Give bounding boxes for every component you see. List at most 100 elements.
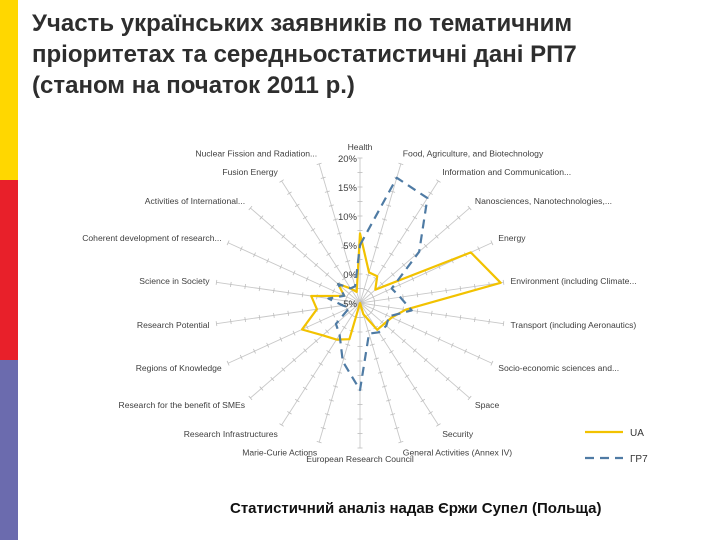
spoke-tick	[431, 290, 433, 296]
spoke-tick	[349, 274, 355, 277]
radial-tick-label: 15%	[338, 183, 358, 194]
spoke-tick	[330, 304, 333, 310]
spoke-tick	[337, 371, 343, 374]
category-label: Food, Agriculture, and Biotechnology	[403, 148, 544, 158]
spoke-tick	[401, 338, 406, 344]
category-label: Science in Society	[139, 276, 210, 286]
spoke-tick	[379, 281, 384, 287]
credit-text: Статистичний аналіз надав Єржи Супел (По…	[230, 500, 602, 517]
spoke-tick	[389, 350, 394, 354]
spoke-tick	[310, 228, 316, 232]
spoke-tick	[281, 234, 286, 239]
spoke-tick	[345, 260, 351, 263]
spoke-tick	[477, 354, 481, 360]
spoke-tick	[369, 343, 375, 346]
spoke-tick	[316, 162, 322, 165]
category-label: Nanosciences, Nanotechnologies,...	[475, 196, 612, 206]
spoke-tick	[456, 215, 461, 220]
spoke-tick	[445, 288, 447, 294]
spoke-tick	[248, 395, 253, 401]
spoke-tick	[287, 191, 292, 195]
spoke-tick	[377, 371, 383, 374]
spoke-tick	[502, 279, 505, 285]
spoke-tick	[365, 274, 371, 277]
spoke-tick	[294, 203, 300, 208]
spoke-tick	[305, 276, 309, 282]
legend-label: ГР7	[630, 454, 648, 465]
spoke-tick	[402, 294, 404, 300]
spoke-tick	[326, 350, 331, 354]
spoke-tick	[319, 318, 322, 324]
category-label: Activities of International...	[145, 196, 245, 206]
spoke-tick	[412, 348, 417, 353]
spoke-tick	[411, 324, 415, 330]
spoke-tick	[490, 360, 494, 366]
spoke-tick	[398, 441, 404, 444]
series-line-fp7	[327, 176, 429, 392]
spoke-tick	[314, 338, 319, 344]
spoke-tick	[287, 290, 289, 296]
stripe-red	[0, 180, 18, 360]
spoke-tick	[292, 357, 297, 363]
category-label: Space	[475, 400, 500, 410]
spoke-tick	[319, 282, 322, 288]
spoke-tick	[390, 190, 396, 193]
spoke-tick	[301, 308, 304, 314]
spoke-tick	[244, 283, 246, 290]
spoke-tick	[436, 423, 441, 427]
spoke-tick	[412, 386, 418, 391]
spoke-tick	[428, 411, 433, 415]
spoke-tick	[381, 337, 386, 342]
title-line-1: Участь українських заявників по тематичн…	[32, 10, 573, 37]
spoke-tick	[384, 312, 388, 318]
spoke-tick	[390, 413, 396, 416]
spoke-tick	[502, 321, 505, 327]
spoke-tick	[230, 281, 232, 287]
spoke-tick	[474, 316, 476, 323]
spoke-tick	[381, 218, 388, 221]
spoke-tick	[226, 240, 230, 246]
spoke-tick	[423, 243, 428, 249]
spoke-tick	[259, 215, 264, 220]
spoke-tick	[320, 176, 326, 179]
spoke-tick	[381, 385, 388, 388]
category-label: Marie-Curie Actions	[242, 448, 317, 458]
spoke-tick	[270, 376, 275, 382]
spoke-tick	[456, 386, 461, 391]
spoke-tick	[292, 243, 297, 249]
spoke-tick	[270, 224, 275, 230]
slide-title: Участь українських заявників по тематичн…	[32, 8, 712, 101]
category-label: Coherent development of research...	[82, 233, 222, 243]
spoke-tick	[294, 398, 300, 403]
spoke-tick	[302, 215, 308, 220]
category-label: General Activities (Annex IV)	[403, 448, 513, 458]
spoke-tick	[445, 376, 450, 382]
spoke-tick	[381, 264, 386, 269]
spoke-tick	[253, 252, 256, 258]
spoke-tick	[259, 386, 264, 391]
spoke-tick	[318, 240, 324, 244]
spoke-tick	[488, 319, 490, 325]
spoke-tick	[434, 367, 439, 372]
spoke-tick	[279, 423, 284, 427]
spoke-tick	[318, 362, 324, 366]
spoke-tick	[416, 292, 419, 298]
spoke-tick	[248, 205, 253, 211]
spoke-tick	[287, 310, 289, 316]
spoke-tick	[244, 316, 246, 323]
radial-tick-label: 10%	[338, 212, 358, 223]
spoke-tick	[230, 319, 232, 325]
spoke-tick	[310, 374, 316, 378]
spoke-tick	[420, 203, 426, 208]
spoke-tick	[332, 385, 339, 388]
spoke-tick	[239, 246, 243, 252]
spoke-tick	[428, 191, 433, 195]
spoke-tick	[445, 312, 447, 318]
spoke-tick	[386, 204, 392, 207]
spoke-tick	[377, 232, 383, 235]
category-label: Environment (including Climate...	[511, 276, 637, 286]
spoke-tick	[279, 264, 283, 270]
spoke-tick	[404, 228, 410, 232]
spoke-tick	[467, 205, 472, 211]
spoke-tick	[302, 386, 308, 391]
